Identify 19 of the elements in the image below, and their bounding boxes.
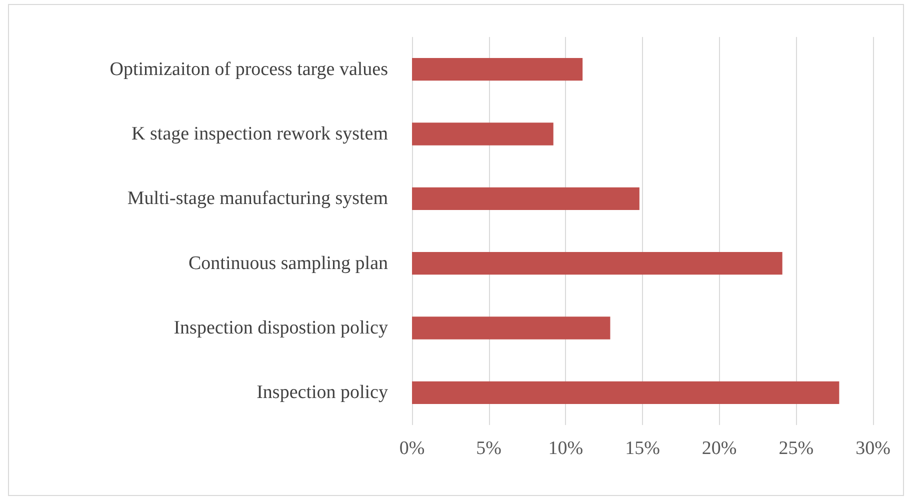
y-tick-label: Inspection policy	[256, 382, 388, 404]
bar	[412, 187, 640, 210]
x-tick-label: 25%	[778, 438, 814, 459]
x-tick-label: 0%	[399, 438, 425, 459]
bar	[412, 122, 554, 146]
x-tick-label: 30%	[856, 438, 891, 459]
x-tick-label: 20%	[702, 438, 737, 459]
y-tick-label: Multi-stage manufacturing system	[127, 188, 388, 210]
x-tick-label: 15%	[625, 438, 660, 459]
y-tick-label: Inspection dispostion policy	[174, 318, 388, 338]
bar	[412, 381, 840, 404]
y-tick-label: Optimizaiton of process targe values	[110, 58, 388, 80]
bar	[412, 316, 610, 340]
x-tick-label: 5%	[476, 438, 502, 459]
bar	[412, 58, 583, 81]
y-tick-label: Continuous sampling plan	[188, 252, 388, 274]
bar	[412, 252, 782, 275]
x-tick-label: 10%	[548, 438, 584, 459]
y-tick-label: K stage inspection rework system	[132, 124, 388, 144]
